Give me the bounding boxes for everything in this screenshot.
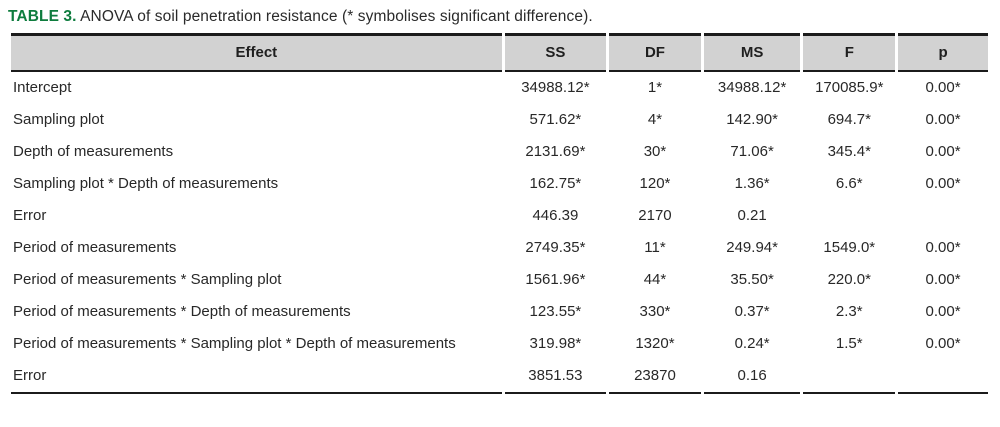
cell-ms: 142.90* — [726, 111, 778, 128]
cell-ss: 2131.69* — [525, 143, 586, 160]
table-caption: TABLE 3. ANOVA of soil penetration resis… — [8, 7, 991, 27]
cell-effect: Period of measurements * Sampling plot — [13, 271, 282, 288]
header-row: Effect SS DF MS F p — [11, 33, 988, 72]
cell-ms: 0.21 — [737, 207, 767, 224]
cell-ms: 0.16 — [703, 360, 801, 394]
cell-ms: 0.24* — [734, 335, 770, 352]
cell-ss: 2749.35* — [525, 239, 586, 256]
col-header-df: DF — [609, 33, 701, 72]
cell-f: 694.7* — [827, 111, 871, 128]
cell-ss: 123.55* — [529, 303, 582, 320]
cell-ms: 0.37* — [734, 303, 770, 320]
cell-ms: 1.36* — [734, 175, 770, 192]
table-caption-text: ANOVA of soil penetration resistance (* … — [76, 8, 593, 25]
col-header-effect: Effect — [11, 33, 502, 72]
cell-p — [898, 200, 988, 232]
cell-p — [898, 360, 988, 394]
table-row: Period of measurements * Depth of measur… — [11, 296, 988, 328]
cell-df: 30* — [643, 143, 667, 160]
cell-f: 6.6* — [835, 175, 863, 192]
cell-p: 0.00* — [925, 79, 961, 96]
cell-f: 170085.9* — [815, 79, 884, 96]
table-row: Period of measurements * Sampling plot *… — [11, 328, 988, 360]
cell-df: 1* — [647, 79, 663, 96]
cell-ss: 571.62* — [529, 111, 582, 128]
cell-effect: Period of measurements * Depth of measur… — [13, 303, 351, 320]
cell-ss: 319.98* — [529, 335, 582, 352]
cell-ms: 71.06* — [730, 143, 774, 160]
cell-df: 11* — [644, 239, 666, 256]
table-row: Error 446.39 2170 0.21 — [11, 200, 988, 232]
cell-effect: Sampling plot — [13, 111, 104, 128]
cell-ss: 446.39 — [532, 207, 579, 224]
cell-effect: Error — [13, 207, 47, 224]
cell-p: 0.00* — [925, 143, 961, 160]
col-header-p: p — [898, 33, 988, 72]
cell-f: 1549.0* — [823, 239, 876, 256]
cell-effect: Intercept — [13, 79, 72, 96]
cell-df: 330* — [639, 303, 671, 320]
cell-ss: 34988.12* — [521, 79, 590, 96]
cell-p: 0.00* — [925, 239, 961, 256]
table-row: Period of measurements 2749.35* 11* 249.… — [11, 232, 988, 264]
table-row: Sampling plot 571.62* 4* 142.90* 694.7* … — [11, 104, 988, 136]
cell-p: 0.00* — [925, 111, 961, 128]
page: TABLE 3. ANOVA of soil penetration resis… — [8, 7, 991, 394]
cell-ms: 35.50* — [730, 271, 774, 288]
cell-f: 220.0* — [827, 271, 871, 288]
cell-effect: Period of measurements — [13, 239, 177, 256]
table-caption-label: TABLE 3. — [8, 8, 77, 25]
cell-ms: 249.94* — [726, 239, 778, 256]
cell-ss: 1561.96* — [525, 271, 586, 288]
cell-df: 44* — [643, 271, 667, 288]
cell-effect: Sampling plot * Depth of measurements — [13, 175, 279, 192]
cell-f: 2.3* — [835, 303, 863, 320]
table-header: Effect SS DF MS F p — [11, 33, 988, 72]
cell-ss: 3851.53 — [504, 360, 607, 394]
col-header-f: F — [803, 33, 896, 72]
cell-f: 345.4* — [827, 143, 871, 160]
table-row: Depth of measurements 2131.69* 30* 71.06… — [11, 136, 988, 168]
cell-p: 0.00* — [925, 175, 961, 192]
cell-p: 0.00* — [925, 303, 961, 320]
cell-df: 2170 — [638, 207, 672, 224]
cell-ms: 34988.12* — [717, 79, 787, 96]
table-row: Intercept 34988.12* 1* 34988.12* 170085.… — [11, 72, 988, 104]
cell-effect: Error — [11, 360, 502, 394]
cell-ss: 162.75* — [529, 175, 582, 192]
cell-p: 0.00* — [925, 335, 961, 352]
cell-p: 0.00* — [925, 271, 961, 288]
cell-df: 1320* — [635, 335, 675, 352]
table-row: Sampling plot * Depth of measurements 16… — [11, 168, 988, 200]
cell-df: 23870 — [609, 360, 701, 394]
table-body: Intercept 34988.12* 1* 34988.12* 170085.… — [11, 72, 988, 394]
cell-effect: Depth of measurements — [13, 143, 174, 160]
col-header-ss: SS — [504, 33, 607, 72]
col-header-ms: MS — [703, 33, 801, 72]
table-row: Period of measurements * Sampling plot 1… — [11, 264, 988, 296]
table-row: Error 3851.53 23870 0.16 — [11, 360, 988, 394]
cell-df: 4* — [647, 111, 663, 128]
cell-f — [803, 360, 896, 394]
cell-df: 120* — [639, 175, 671, 192]
cell-f: 1.5* — [835, 335, 863, 352]
cell-effect: Period of measurements * Sampling plot *… — [13, 335, 456, 352]
cell-f — [803, 200, 895, 232]
anova-table: Effect SS DF MS F p Intercept 34988.12* … — [8, 33, 991, 394]
